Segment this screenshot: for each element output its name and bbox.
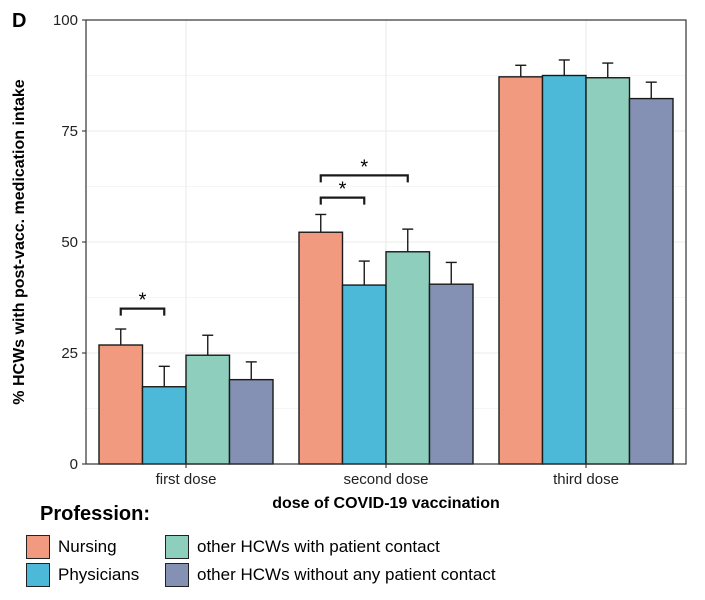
bar-0-2 [498, 76, 544, 465]
x-tick-label: first dose [156, 471, 217, 488]
legend-swatch-other-with-contact [165, 535, 189, 559]
legend-item-other-without-contact: other HCWs without any patient contact [165, 563, 496, 587]
bar-2-1 [385, 251, 431, 465]
panel-letter: D [12, 10, 27, 32]
axis-layer: 0 25 50 75 100 first dose second dose third dos… [53, 12, 687, 488]
significance-bracket-2 [319, 174, 409, 183]
legend-label-other-without-contact: other HCWs without any patient contact [197, 565, 496, 584]
y-tick-label: 50 [61, 234, 78, 251]
bar-0-0 [98, 344, 144, 465]
x-tick-label: third dose [553, 471, 619, 488]
y-axis-label: % HCWs with post-vacc. medication intake [11, 79, 28, 405]
x-tick-label: second dose [343, 471, 428, 488]
bar-3-1 [428, 283, 474, 465]
y-tick-label: 100 [53, 12, 78, 29]
bar-1-1 [341, 284, 387, 465]
legend-label-other-with-contact: other HCWs with patient contact [197, 537, 440, 556]
bar-0-1 [298, 231, 344, 465]
significance-label-1: * [339, 179, 347, 201]
y-tick-label: 75 [61, 123, 78, 140]
x-axis-label: dose of COVID-19 vaccination [272, 495, 500, 512]
legend-item-physicians: Physicians [26, 563, 139, 587]
legend-label-physicians: Physicians [58, 565, 140, 584]
significance-label-2: * [360, 156, 368, 178]
legend-item-nursing: Nursing [26, 535, 117, 559]
bar-layer: * * * [98, 59, 674, 465]
legend-swatch-other-without-contact [165, 563, 189, 587]
significance-label-0: * [139, 290, 147, 312]
y-tick-label: 0 [70, 456, 78, 473]
legend-swatch-physicians [26, 563, 50, 587]
legend-title: Profession: [40, 503, 151, 525]
bar-3-0 [228, 378, 274, 465]
legend-label-nursing: Nursing [58, 537, 117, 556]
y-tick-label: 25 [61, 345, 78, 362]
bar-3-2 [628, 97, 674, 465]
significance-bracket-0 [119, 307, 166, 316]
bar-2-2 [585, 77, 631, 465]
bar-1-2 [541, 74, 587, 465]
bar-2-0 [185, 354, 231, 465]
legend-swatch-nursing [26, 535, 50, 559]
legend-item-other-with-contact: other HCWs with patient contact [165, 535, 440, 559]
legend: Profession: Nursing Physicians other HCW… [26, 503, 586, 593]
significance-bracket-1 [319, 196, 366, 205]
bar-1-0 [141, 386, 187, 465]
